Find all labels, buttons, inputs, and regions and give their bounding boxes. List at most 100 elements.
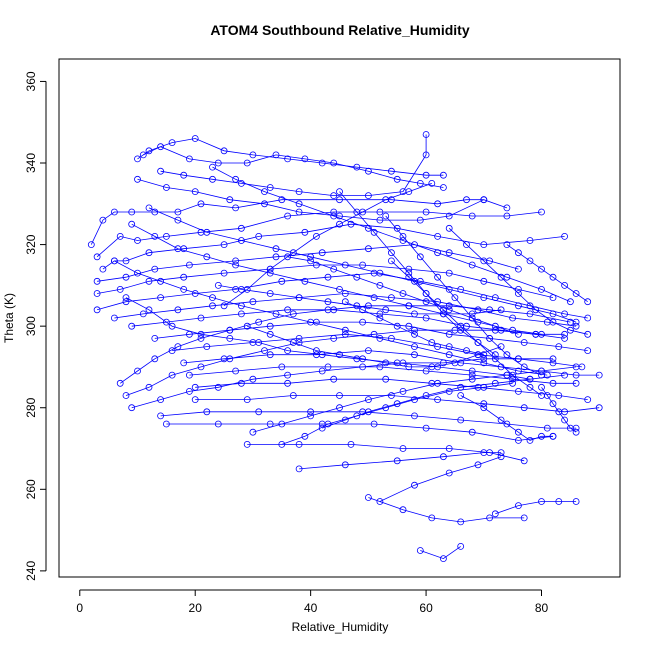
data-point bbox=[491, 322, 499, 330]
data-point bbox=[509, 371, 516, 379]
series-segment bbox=[295, 449, 505, 473]
data-point bbox=[168, 371, 176, 379]
data-point bbox=[272, 310, 280, 318]
data-point bbox=[538, 208, 545, 216]
data-point bbox=[480, 449, 488, 457]
data-point bbox=[538, 498, 545, 505]
series-segment bbox=[185, 363, 580, 387]
data-point bbox=[422, 314, 430, 322]
data-point bbox=[567, 326, 574, 334]
data-point bbox=[503, 241, 511, 249]
data-point bbox=[364, 347, 372, 355]
data-point bbox=[549, 379, 557, 387]
series-line bbox=[541, 387, 577, 433]
series-line bbox=[166, 423, 554, 441]
series-segment bbox=[209, 163, 574, 306]
y-tick-label: 280 bbox=[24, 397, 38, 417]
data-point bbox=[99, 216, 107, 224]
series-segment bbox=[491, 498, 580, 518]
data-point bbox=[387, 167, 395, 175]
x-axis-label: Relative_Humidity bbox=[292, 620, 389, 634]
data-point bbox=[157, 294, 165, 302]
data-point bbox=[151, 334, 159, 342]
series-segment bbox=[134, 175, 488, 224]
data-point bbox=[226, 196, 234, 204]
data-point bbox=[387, 257, 395, 265]
data-point bbox=[387, 294, 395, 302]
series-line bbox=[137, 178, 484, 221]
series-line bbox=[114, 293, 577, 327]
data-point bbox=[445, 302, 453, 310]
data-point bbox=[561, 310, 568, 318]
data-point bbox=[312, 347, 320, 355]
data-point bbox=[515, 355, 522, 363]
data-point bbox=[549, 273, 557, 281]
data-point bbox=[491, 510, 499, 518]
data-point bbox=[289, 339, 297, 346]
series-line bbox=[212, 166, 571, 303]
data-point bbox=[214, 383, 222, 391]
series-line bbox=[281, 382, 513, 445]
data-point bbox=[376, 281, 384, 289]
x-tick-label: 40 bbox=[304, 601, 318, 615]
data-point bbox=[567, 298, 574, 306]
data-point bbox=[411, 343, 418, 351]
data-point bbox=[312, 261, 320, 269]
series-line bbox=[97, 244, 519, 282]
series-segment bbox=[145, 204, 580, 326]
data-point bbox=[520, 404, 528, 412]
data-point bbox=[584, 396, 592, 404]
data-point bbox=[515, 330, 522, 338]
data-point bbox=[289, 392, 297, 399]
data-point bbox=[237, 285, 245, 293]
series-line bbox=[154, 321, 588, 351]
data-point bbox=[428, 363, 436, 371]
data-point bbox=[336, 196, 343, 204]
data-point bbox=[411, 412, 418, 420]
data-point bbox=[567, 424, 574, 432]
series-line bbox=[218, 285, 502, 315]
data-point bbox=[480, 383, 488, 391]
data-point bbox=[474, 339, 482, 346]
series-line bbox=[420, 546, 461, 560]
data-point bbox=[261, 347, 268, 355]
data-point bbox=[278, 440, 286, 448]
x-tick-label: 60 bbox=[419, 601, 433, 615]
data-point bbox=[457, 543, 465, 550]
data-point bbox=[307, 318, 315, 326]
y-tick-label: 320 bbox=[24, 234, 38, 254]
data-point bbox=[439, 359, 447, 367]
data-point bbox=[364, 396, 372, 404]
series-segment bbox=[278, 379, 516, 448]
data-point bbox=[157, 277, 165, 285]
series-line bbox=[102, 223, 565, 270]
data-point bbox=[185, 261, 193, 269]
data-point bbox=[428, 514, 436, 522]
data-point bbox=[330, 375, 338, 383]
data-point bbox=[220, 241, 228, 249]
x-axis: 0 20 40 60 80 bbox=[76, 589, 549, 615]
series-segment bbox=[157, 131, 430, 200]
data-point bbox=[226, 355, 234, 363]
data-point bbox=[168, 322, 176, 330]
data-point bbox=[468, 212, 476, 220]
data-point bbox=[157, 412, 165, 420]
data-point bbox=[555, 392, 563, 399]
data-point bbox=[509, 379, 516, 387]
series-line bbox=[172, 333, 582, 368]
data-point bbox=[145, 204, 153, 212]
data-point bbox=[376, 208, 384, 216]
data-point bbox=[341, 261, 349, 269]
data-point bbox=[463, 196, 470, 204]
data-point bbox=[393, 457, 401, 465]
data-point bbox=[318, 367, 326, 375]
data-point bbox=[214, 420, 222, 428]
data-point bbox=[526, 237, 534, 244]
series-segment bbox=[111, 290, 580, 330]
data-point bbox=[497, 453, 505, 461]
data-point bbox=[434, 200, 442, 208]
data-point bbox=[572, 428, 580, 436]
data-point bbox=[376, 269, 384, 277]
series-line bbox=[148, 207, 577, 323]
